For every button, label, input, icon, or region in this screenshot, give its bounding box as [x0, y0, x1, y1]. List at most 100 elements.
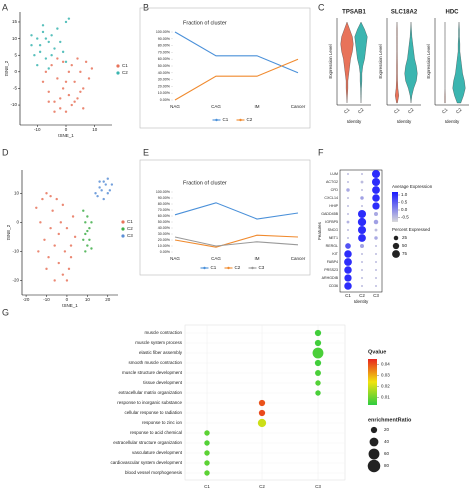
point: [88, 238, 91, 241]
size-key: [392, 242, 400, 250]
dot: [346, 180, 350, 184]
bubble: [204, 440, 210, 446]
x-tick-label: Cancer: [291, 256, 306, 261]
y-tick-label: 100.00%: [156, 190, 171, 194]
y-tick-label: 50.00%: [158, 220, 171, 224]
dot: [346, 212, 350, 216]
point: [64, 60, 68, 64]
y-tick-label: 0: [14, 69, 17, 74]
point: [84, 232, 87, 236]
violin: [354, 21, 368, 104]
line: [174, 236, 299, 247]
line: [174, 234, 299, 248]
point: [88, 226, 91, 230]
y-tick-label: LUM: [330, 172, 338, 176]
dot: [346, 172, 350, 176]
y-tick-label: 15: [12, 19, 18, 24]
size-key: [393, 235, 399, 241]
dot: [344, 274, 352, 282]
legend-swatch: [116, 64, 120, 68]
point: [43, 238, 46, 241]
violin: [395, 21, 399, 104]
point: [67, 93, 71, 97]
point: [65, 279, 69, 282]
colorbar-label: -0.5: [401, 215, 409, 220]
point: [61, 87, 65, 90]
point: [44, 37, 48, 40]
panel-label: F: [318, 147, 324, 157]
legend-label: C2: [122, 70, 128, 75]
x-axis-label: Identity: [397, 119, 412, 124]
dot: [372, 186, 380, 194]
point: [73, 235, 77, 239]
point: [104, 183, 107, 186]
point: [47, 100, 50, 103]
y-tick-label: 90.00%: [158, 196, 171, 200]
bubble: [314, 359, 322, 367]
point: [61, 50, 65, 54]
size-key: [369, 437, 379, 447]
colorbar: [392, 192, 398, 222]
violin: [444, 22, 446, 104]
x-tick-label: C1: [441, 107, 449, 115]
legend-swatch: [121, 227, 125, 231]
x-tick-label: NAG: [170, 256, 180, 261]
point: [94, 192, 97, 195]
point: [86, 215, 89, 218]
point: [57, 261, 60, 265]
y-tick-label: 20.00%: [158, 84, 171, 88]
point: [86, 244, 89, 247]
x-tick-label: CAG: [211, 104, 221, 109]
point: [30, 34, 33, 37]
x-tick-label: C2: [357, 107, 365, 115]
frame: [139, 159, 311, 276]
size-label: 20: [384, 427, 390, 432]
point: [70, 63, 73, 67]
size-label: 40: [384, 439, 390, 444]
bubble: [204, 470, 210, 476]
x-tick-label: 10: [92, 127, 98, 132]
point: [98, 180, 101, 183]
point: [84, 60, 88, 64]
x-tick-label: C3: [373, 293, 379, 298]
y-axis-label: Expression Level: [378, 44, 383, 78]
y-tick-label: 0.00%: [160, 98, 171, 102]
colorbar: [368, 359, 377, 405]
y-tick-label: PRSS23: [324, 268, 338, 272]
x-tick-label: -10: [43, 297, 50, 302]
x-tick-label: -10: [34, 127, 41, 132]
dot: [344, 258, 352, 266]
point: [71, 215, 75, 218]
panel-label: G: [2, 307, 9, 317]
size-key: [370, 426, 378, 434]
y-tick-label: ACTG2: [326, 180, 338, 184]
point: [100, 189, 103, 192]
point: [79, 70, 82, 74]
x-tick-label: CAG: [211, 256, 221, 261]
bubble: [204, 450, 210, 456]
point: [35, 206, 38, 209]
point: [50, 63, 53, 67]
legend-marker: [203, 266, 206, 270]
point: [38, 50, 42, 54]
point: [110, 183, 114, 186]
point: [53, 279, 56, 282]
frame: [339, 169, 383, 293]
dot: [360, 276, 364, 280]
dot: [374, 260, 378, 264]
legend-label: C1: [223, 117, 229, 122]
dot: [359, 243, 365, 249]
y-tick-label: FABP4: [327, 260, 338, 264]
point: [50, 54, 53, 57]
x-tick-label: 0: [66, 297, 69, 302]
y-tick-label: cardiovascular system development: [110, 460, 182, 465]
point: [33, 54, 36, 57]
colorbar-label: 0.5: [401, 200, 408, 205]
point: [39, 221, 42, 224]
point: [30, 44, 33, 47]
y-tick-label: CXCL14: [324, 196, 338, 200]
x-tick-label: -20: [23, 297, 30, 302]
point: [38, 44, 42, 47]
x-tick-label: C1: [393, 107, 401, 115]
